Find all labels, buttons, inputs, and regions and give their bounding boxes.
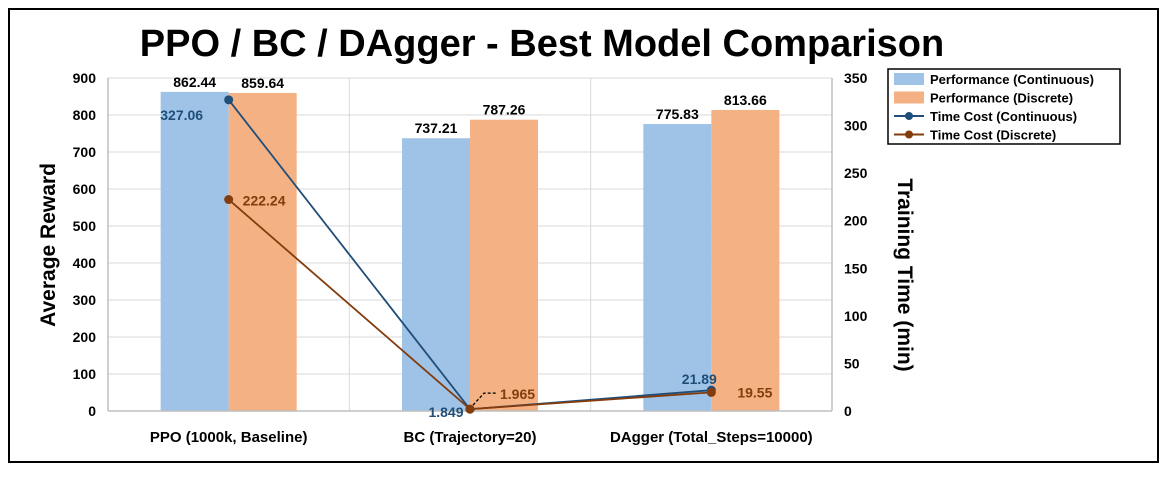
bars — [160, 91, 780, 411]
label-leader-line — [472, 392, 496, 406]
bar — [402, 138, 470, 411]
y2-axis-label: Training Time (min) — [893, 178, 916, 371]
y-tick-label: 500 — [73, 218, 97, 234]
line-point — [706, 387, 716, 397]
axes: 0 100 200 300 400 500 600 700 800 900 0 50 100 150 200… — [73, 70, 868, 446]
y2-tick-label: 150 — [844, 260, 868, 276]
line-value-label: 1.849 — [428, 404, 463, 420]
y2-tick-label: 200 — [844, 213, 868, 229]
x-tick-label: DAgger (Total_Steps=10000) — [610, 429, 813, 446]
y-tick-label: 200 — [73, 329, 97, 345]
bar-value-label: 737.21 — [415, 120, 458, 136]
legend-entry-label: Time Cost (Continuous) — [930, 109, 1077, 124]
bar-value-label: 859.64 — [241, 75, 284, 91]
legend-entry-label: Time Cost (Discrete) — [930, 128, 1056, 143]
y2-tick-label: 0 — [844, 403, 852, 419]
y-tick-label: 900 — [73, 70, 97, 86]
y-tick-label: 300 — [73, 292, 97, 308]
line-point — [224, 195, 234, 205]
line-value-label: 19.55 — [737, 384, 772, 400]
line-value-label: 327.06 — [160, 107, 203, 123]
legend: Performance (Continuous) Performance (Dis… — [887, 68, 1121, 145]
bar-value-label: 775.83 — [656, 106, 699, 122]
y2-tick-label: 300 — [844, 118, 868, 134]
line-value-label: 21.89 — [682, 371, 717, 387]
line-point — [465, 404, 475, 414]
line-point — [224, 95, 234, 105]
y-tick-label: 800 — [73, 107, 97, 123]
line-value-label: 1.965 — [500, 386, 535, 402]
y-tick-label: 100 — [73, 366, 97, 382]
legend-swatch-bar — [894, 73, 924, 85]
chart-title: PPO / BC / DAgger - Best Model Compariso… — [140, 23, 944, 65]
bar-value-label: 862.44 — [173, 74, 216, 90]
bar-value-label: 813.66 — [724, 92, 767, 108]
x-tick-label: BC (Trajectory=20) — [404, 429, 537, 446]
bar — [160, 91, 229, 411]
legend-box — [887, 68, 1121, 145]
bar — [228, 92, 297, 411]
y-tick-label: 600 — [73, 181, 97, 197]
bar — [711, 109, 780, 411]
y2-tick-label: 250 — [844, 165, 868, 181]
legend-swatch-marker — [905, 130, 913, 139]
y-axis-label: Average Reward — [37, 163, 60, 327]
y2-tick-label: 350 — [844, 70, 868, 86]
line-value-label: 222.24 — [243, 193, 286, 209]
bar — [643, 123, 712, 411]
bar — [470, 119, 538, 411]
legend-swatch-bar — [894, 91, 924, 104]
legend-entry-label: Performance (Discrete) — [930, 91, 1073, 106]
data-labels: 862.44 737.21 775.83 859.64 787.26 813.66 327.… — [160, 74, 772, 420]
y2-tick-label: 50 — [844, 355, 860, 371]
lines — [224, 95, 716, 414]
y2-tick-label: 100 — [844, 308, 868, 324]
x-tick-label: PPO (1000k, Baseline) — [150, 429, 308, 446]
bar-value-label: 787.26 — [483, 102, 526, 118]
y-tick-label: 400 — [73, 255, 97, 271]
legend-entry-label: Performance (Continuous) — [930, 72, 1094, 87]
y-tick-label: 700 — [73, 144, 97, 160]
legend-swatch-marker — [905, 112, 913, 120]
y-tick-label: 0 — [88, 403, 96, 419]
